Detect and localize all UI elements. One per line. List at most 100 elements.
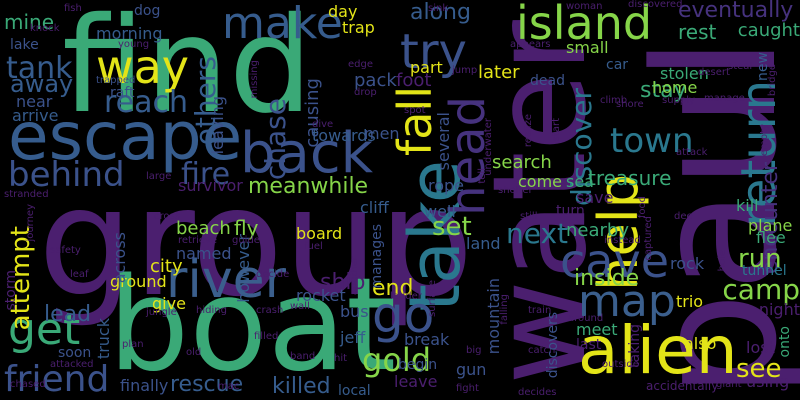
word-flee: flee	[756, 228, 786, 247]
word-dog: dog	[134, 3, 161, 19]
word-hit: hit	[334, 353, 348, 364]
word-search: search	[492, 152, 552, 173]
word-also: also	[684, 334, 717, 353]
word-filled: filled	[254, 331, 279, 342]
word-chase: chase	[259, 98, 292, 181]
word-empty: empty	[759, 124, 770, 157]
word-discovered: discovered	[628, 0, 683, 10]
word-go: go	[372, 286, 435, 344]
word-board: board	[296, 224, 343, 243]
word-fish: fish	[64, 3, 82, 14]
word-stay: stay	[640, 78, 687, 103]
word-home: home	[652, 78, 698, 97]
word-captured: captured	[643, 216, 654, 261]
word-city: city	[150, 256, 183, 277]
word-young: young	[118, 39, 150, 50]
word-woman: woman	[566, 1, 603, 12]
word-mac: mac	[218, 381, 240, 392]
word-onto: onto	[777, 326, 793, 358]
word-big: big	[466, 345, 482, 356]
word-large: large	[146, 171, 172, 182]
word-stolen: stolen	[660, 64, 709, 83]
word-escape: escape	[8, 98, 243, 175]
word-pack: pack	[354, 70, 397, 91]
word-ground: ground	[110, 272, 167, 291]
word-jump: jump	[452, 65, 478, 76]
word-dead: dead	[530, 73, 565, 89]
word-hole: hole	[717, 250, 728, 272]
word-finally: finally	[120, 376, 169, 395]
word-around: around	[568, 313, 604, 324]
word-chased: chased	[10, 379, 46, 390]
word-back: back	[240, 121, 374, 186]
word-hiding: hiding	[196, 305, 227, 316]
word-leaving: leaving	[208, 96, 227, 155]
word-meanwhile: meanwhile	[248, 174, 369, 199]
word-catch: catch	[528, 345, 556, 356]
word-camp: camp	[722, 273, 800, 306]
word-cross: cross	[154, 211, 180, 222]
word-come: come	[518, 172, 563, 191]
word-lead: lead	[44, 302, 92, 327]
word-desert: desert	[698, 67, 730, 78]
word-friend: friend	[4, 359, 110, 400]
word-wall: wall	[290, 301, 310, 312]
word-missing: missing	[249, 60, 260, 99]
word-fall: fall	[388, 86, 442, 156]
word-bus: bus	[340, 302, 369, 321]
word-accidentally: accidentally	[646, 379, 719, 393]
word-eventually: eventually	[678, 0, 794, 23]
word-give: give	[152, 294, 186, 313]
word-plane: plane	[748, 216, 793, 235]
word-appears: appears	[510, 39, 551, 50]
word-see: see	[736, 354, 782, 384]
word-make: make	[222, 0, 343, 49]
word-journey: journey	[25, 204, 36, 242]
word-food: food	[637, 196, 648, 219]
word-mountain: mountain	[484, 278, 503, 355]
word-kill: kill	[736, 196, 759, 215]
word-next: next	[506, 217, 569, 250]
word-caught: caught	[737, 20, 800, 41]
word-car: car	[606, 57, 629, 73]
word-arrive: arrive	[12, 106, 59, 125]
word-small: small	[566, 38, 609, 57]
word-drop: drop	[354, 87, 377, 98]
word-lake: lake	[10, 37, 39, 53]
word-cliff: cliff	[360, 198, 389, 217]
word-local: local	[338, 383, 371, 399]
word-trio: trio	[676, 292, 704, 311]
word-killed: killed	[272, 374, 331, 399]
word-turn: turn	[556, 203, 585, 219]
word-island: island	[516, 0, 653, 50]
word-fuel: fuel	[304, 241, 323, 252]
word-safety: safety	[50, 245, 81, 256]
word-attacked: attacked	[50, 359, 94, 370]
word-well: well	[424, 202, 456, 221]
word-truck: truck	[94, 318, 113, 360]
word-rope: rope	[428, 176, 465, 195]
word-foot: foot	[396, 70, 432, 91]
word-survivor: survivor	[178, 176, 243, 195]
word-instead: instead	[604, 235, 641, 246]
word-decides: decides	[518, 387, 557, 398]
word-retrieve: retrieve	[178, 235, 218, 246]
word-attack: attack	[676, 147, 708, 158]
word-cave: cave	[560, 234, 670, 288]
word-fly: fly	[234, 216, 259, 240]
word-fight: fight	[456, 383, 479, 394]
word-ship: ship	[320, 270, 366, 295]
word-inside: inside	[574, 266, 640, 291]
word-save: save	[576, 188, 614, 207]
word-decide: decide	[256, 269, 290, 280]
word-day: day	[328, 2, 358, 21]
word-run: run	[738, 244, 782, 274]
word-tell: tell	[477, 168, 488, 184]
word-boat: boat	[108, 251, 397, 400]
word-trap: trap	[342, 18, 375, 37]
word-shelter: shelter	[498, 185, 533, 196]
word-away: away	[10, 70, 74, 98]
word-set: set	[432, 212, 472, 242]
word-way: way	[96, 40, 190, 94]
word-beach: beach	[176, 218, 231, 239]
